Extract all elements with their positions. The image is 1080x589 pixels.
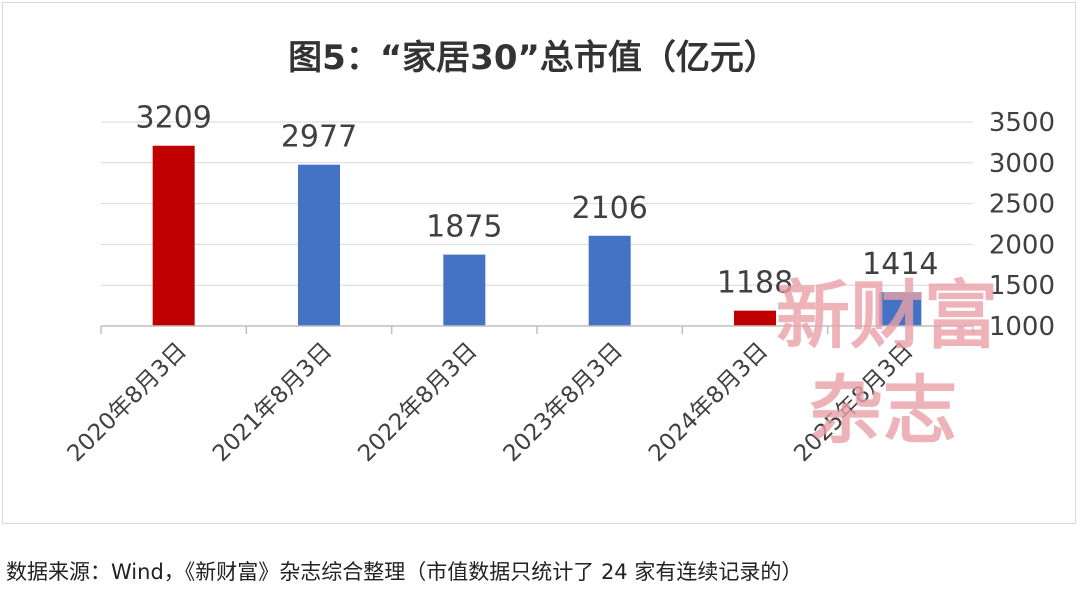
data-label: 2977 [281, 120, 357, 155]
bar [734, 310, 776, 326]
data-labels: 3209 2977 1875 2106 1188 1414 [135, 101, 938, 301]
watermark-line-1: 新财富 [776, 273, 998, 359]
bar [443, 254, 486, 326]
y-tick-label: 2500 [989, 190, 1055, 220]
bar [879, 292, 922, 326]
y-tick-label: 2000 [989, 230, 1055, 260]
bar [298, 164, 340, 326]
x-tick-label: 2024年8月3日 [644, 338, 773, 467]
x-tick-label: 2023年8月3日 [499, 338, 628, 467]
bar [152, 145, 195, 326]
x-tick-label: 2022年8月3日 [353, 338, 482, 467]
data-label: 1188 [717, 266, 793, 301]
data-label: 3209 [135, 101, 211, 136]
y-axis-ticks: 1000 1500 2000 2500 3000 3500 [989, 108, 1055, 342]
chart-frame: 图5：“家居30”总市值（亿元） 3209 2977 1875 2106 1188 141… [2, 2, 1076, 524]
data-label: 2106 [571, 191, 647, 226]
source-note: 数据来源：Wind，《新财富》杂志综合整理（市值数据只统计了 24 家有连续记录… [6, 560, 803, 584]
data-label: 1414 [862, 247, 938, 282]
gridlines [101, 121, 973, 286]
y-tick-label: 3500 [989, 108, 1055, 138]
x-tick-label: 2021年8月3日 [208, 338, 337, 467]
y-tick-label: 1000 [989, 312, 1055, 342]
bar-chart: 图5：“家居30”总市值（亿元） 3209 2977 1875 2106 1188 141… [63, 38, 1055, 467]
watermark-line-2: 杂志 [809, 368, 957, 454]
bars [152, 145, 922, 326]
x-tick-label: 2020年8月3日 [63, 338, 192, 467]
y-tick-label: 3000 [989, 149, 1055, 179]
y-tick-label: 1500 [989, 271, 1055, 301]
data-label: 1875 [426, 210, 502, 245]
bar [588, 235, 631, 326]
chart-title: 图5：“家居30”总市值（亿元） [288, 38, 778, 78]
watermark: 新财富 杂志 [776, 273, 998, 454]
